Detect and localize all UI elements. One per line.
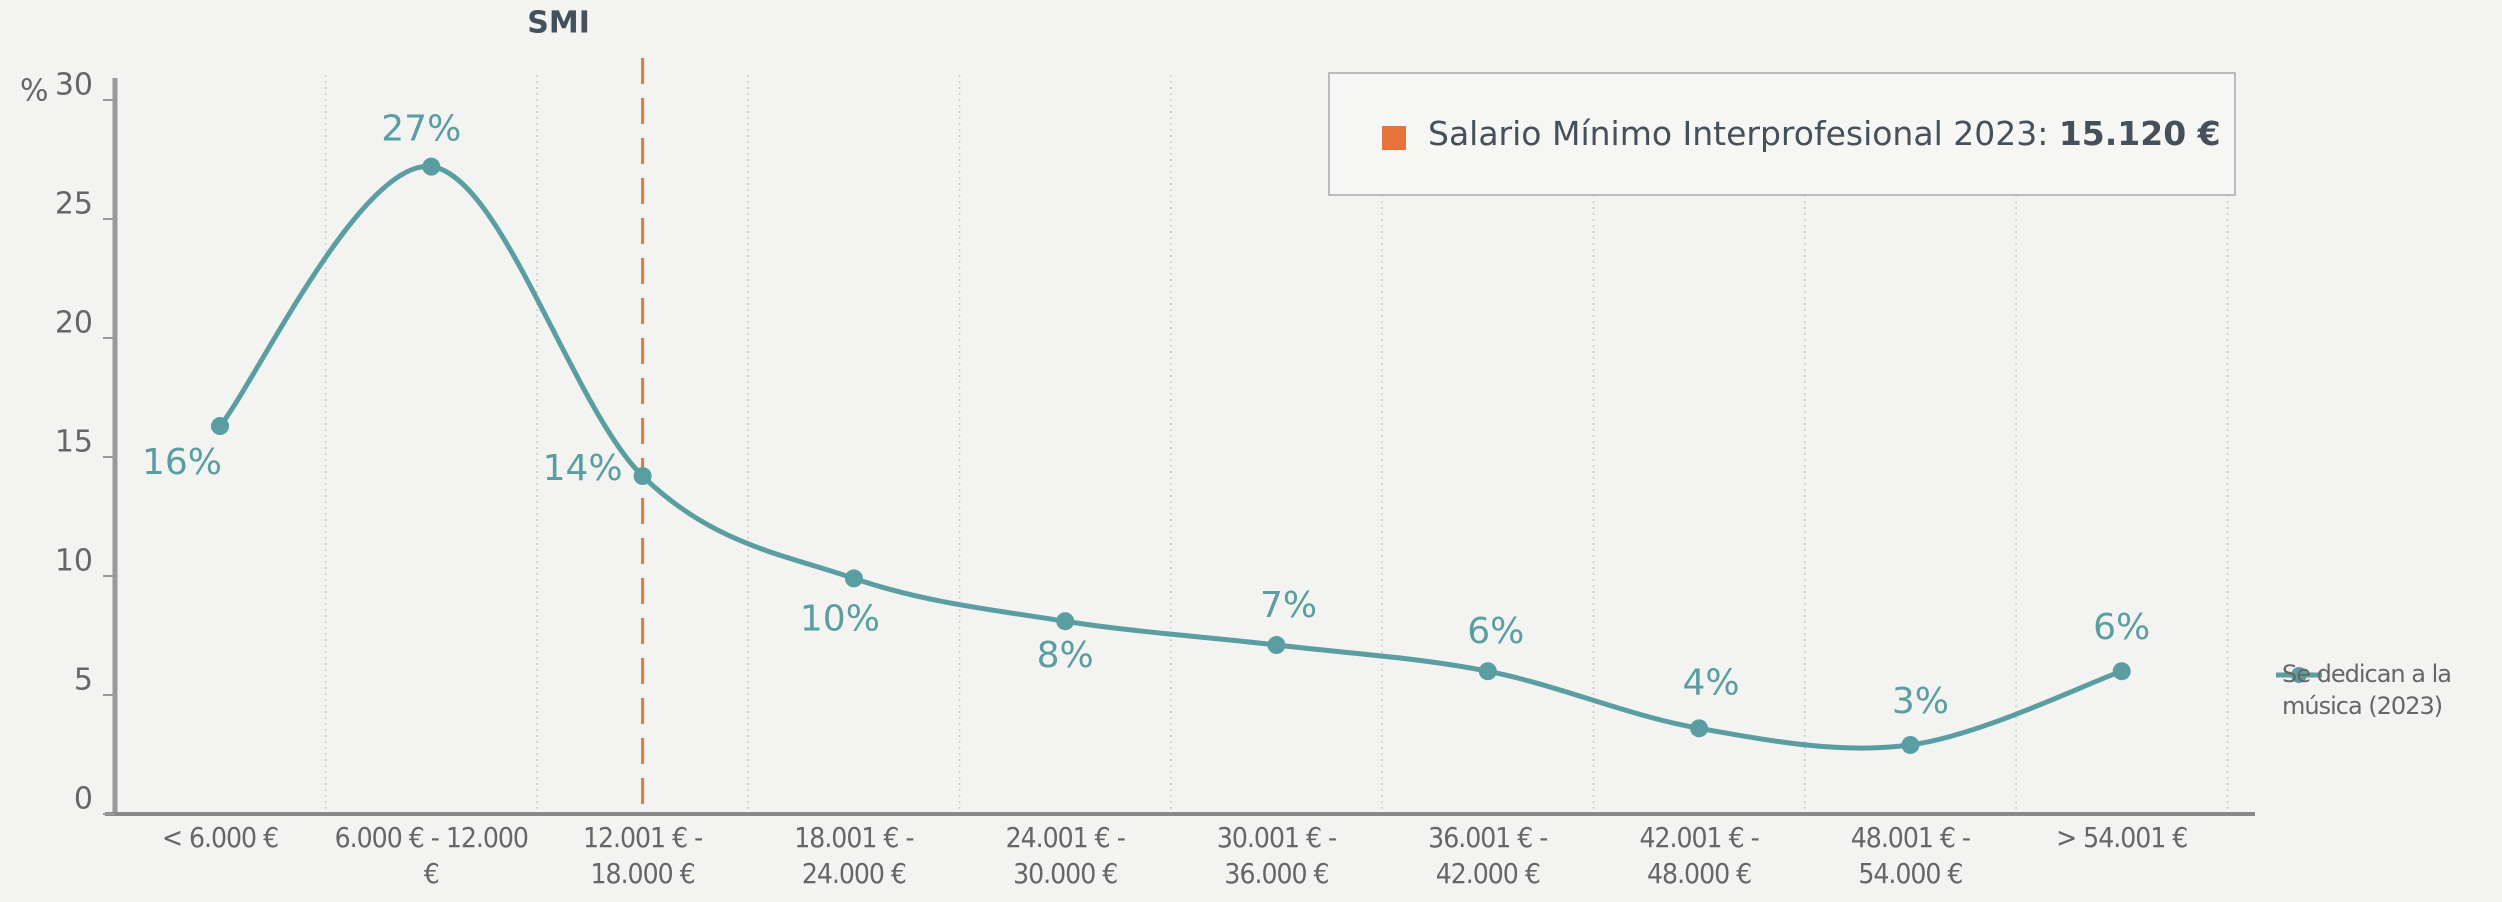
data-point: [844, 569, 863, 588]
data-label: 6%: [1467, 611, 1524, 652]
x-tick-label: < 6.000 €: [161, 821, 279, 854]
data-label: 16%: [142, 442, 222, 483]
data-point: [1690, 719, 1709, 738]
data-point: [211, 417, 229, 436]
annotation-swatch: [1382, 126, 1406, 150]
annotation-label: Salario Mínimo Interprofesional 2023:: [1428, 114, 2059, 153]
legend-label: Se dedican a la música (2023): [2282, 660, 2452, 720]
y-tick-label: 5: [74, 663, 93, 698]
data-label: 7%: [1260, 585, 1317, 626]
legend-marker: [2291, 667, 2307, 683]
data-point: [2112, 662, 2131, 681]
data-label: 3%: [1892, 681, 1949, 722]
y-tick-label: 0: [74, 782, 93, 817]
data-point: [1478, 662, 1497, 681]
annotation-text: Salario Mínimo Interprofesional 2023: 15…: [1428, 114, 2221, 153]
data-label: 8%: [1037, 635, 1094, 676]
data-label: 10%: [800, 598, 880, 639]
x-tick-label: 42.001 € - 48.000 €: [1639, 821, 1759, 890]
data-label: 14%: [543, 448, 623, 489]
y-tick-label: 10: [55, 544, 93, 579]
x-tick-label: 18.001 € - 24.000 €: [794, 821, 914, 890]
legend: Se dedican a la música (2023): [2282, 658, 2492, 722]
y-tick-label: 30: [55, 68, 93, 103]
data-label: 27%: [381, 109, 461, 150]
x-tick-label: 6.000 € - 12.000 €: [334, 821, 529, 890]
data-point: [1267, 636, 1286, 655]
x-tick-label: 24.001 € - 30.000 €: [1005, 821, 1126, 890]
x-tick-label: 12.001 € - 18.000 €: [582, 821, 703, 890]
data-point: [422, 157, 441, 176]
x-tick-label: 30.001 € - 36.000 €: [1216, 821, 1337, 890]
y-tick-label: 20: [55, 306, 93, 341]
data-point: [633, 467, 652, 486]
x-tick-label: 36.001 € - 42.000 €: [1428, 821, 1548, 890]
x-tick-label: > 54.001 €: [2056, 821, 2188, 854]
y-tick-label: 15: [55, 425, 93, 460]
data-point: [1901, 735, 1920, 754]
x-tick-label: 48.001 € - 54.000 €: [1850, 821, 1971, 890]
y-axis-label: %: [20, 74, 49, 109]
line: [218, 164, 2123, 751]
data-point: [1056, 612, 1075, 631]
y-tick-label: 25: [55, 187, 93, 222]
marker-label: SMI: [527, 6, 590, 41]
data-label: 4%: [1683, 662, 1740, 703]
annotation-value: 15.120 €: [2058, 114, 2221, 153]
data-label: 6%: [2093, 607, 2150, 648]
annotation-box: Salario Mínimo Interprofesional 2023: 15…: [1328, 72, 2236, 196]
